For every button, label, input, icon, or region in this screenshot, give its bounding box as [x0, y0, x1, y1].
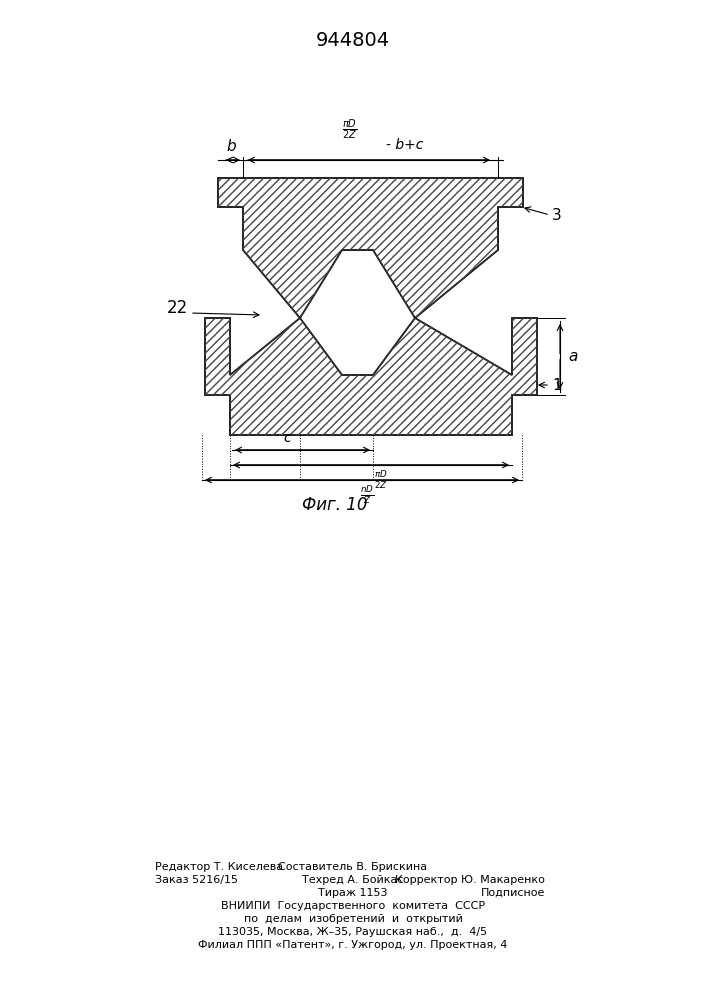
Text: 113035, Москва, Ж–35, Раушская наб.,  д.  4/5: 113035, Москва, Ж–35, Раушская наб., д. … — [218, 927, 488, 937]
Text: Корректор Ю. Макаренко: Корректор Ю. Макаренко — [395, 875, 545, 885]
Text: Филиал ППП «Патент», г. Ужгород, ул. Проектная, 4: Филиал ППП «Патент», г. Ужгород, ул. Про… — [198, 940, 508, 950]
Polygon shape — [218, 178, 523, 318]
Text: Подписное: Подписное — [481, 888, 545, 898]
Polygon shape — [205, 318, 537, 435]
Text: b: b — [227, 139, 236, 154]
Text: Техред А. Бойкас: Техред А. Бойкас — [303, 875, 404, 885]
Text: 1: 1 — [552, 377, 561, 392]
Text: 3: 3 — [552, 208, 562, 223]
Text: $\frac{\pi D}{2Z}$: $\frac{\pi D}{2Z}$ — [374, 469, 388, 491]
Text: по  делам  изобретений  и  открытий: по делам изобретений и открытий — [244, 914, 462, 924]
Text: - b+c: - b+c — [386, 138, 423, 152]
Text: Редактор Т. Киселева: Редактор Т. Киселева — [155, 862, 283, 872]
Text: c: c — [284, 431, 291, 445]
Text: 944804: 944804 — [316, 30, 390, 49]
Text: Составитель В. Брискина: Составитель В. Брискина — [279, 862, 428, 872]
Text: Заказ 5216/15: Заказ 5216/15 — [155, 875, 238, 885]
Text: Тираж 1153: Тираж 1153 — [318, 888, 387, 898]
Text: ВНИИПИ  Государственного  комитета  СССР: ВНИИПИ Государственного комитета СССР — [221, 901, 485, 911]
Text: Фиг. 10: Фиг. 10 — [303, 496, 368, 514]
Text: a: a — [568, 349, 578, 364]
Text: $\frac{\pi D}{2Z}$: $\frac{\pi D}{2Z}$ — [342, 118, 358, 142]
Text: $\frac{nD}{Z}$: $\frac{nD}{Z}$ — [360, 484, 374, 506]
Text: 22: 22 — [167, 299, 188, 317]
